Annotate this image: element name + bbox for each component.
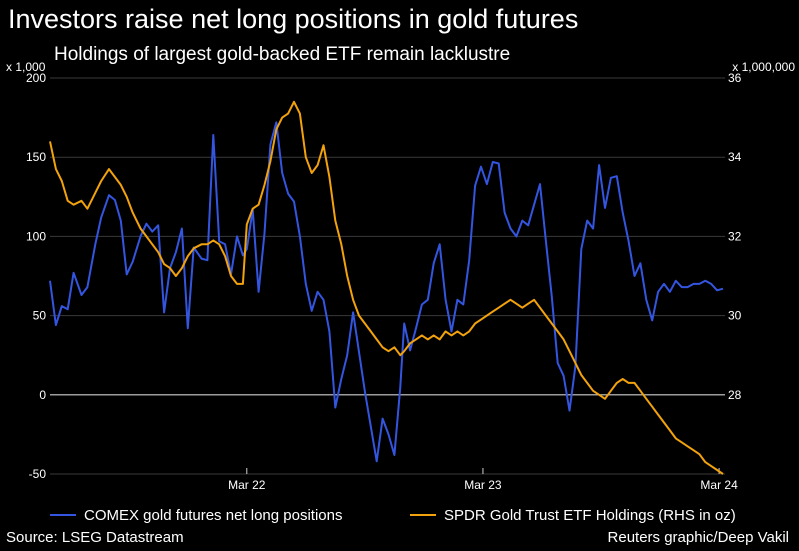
right-tick-label: 34 [728,150,742,164]
right-tick-label: 32 [728,229,742,243]
left-tick-label: 50 [33,309,47,323]
left-tick-label: 200 [26,71,46,85]
series-line-comex [49,121,724,463]
left-tick-label: 100 [26,229,46,243]
chart-subtitle: Holdings of largest gold-backed ETF rema… [54,44,511,65]
x-tick-label: Mar 24 [700,478,738,492]
legend-item-spdr: SPDR Gold Trust ETF Holdings (RHS in oz) [410,506,736,524]
right-axis-unit: x 1,000,000 [732,60,795,74]
left-tick-label: 0 [39,388,46,402]
legend-label-comex: COMEX gold futures net long positions [84,506,343,524]
right-tick-label: 36 [728,71,742,85]
legend-swatch-comex [50,514,76,516]
series-line-spdr [49,100,724,475]
left-tick-label: -50 [29,467,47,481]
credit-note: Reuters graphic/Deep Vakil [607,529,789,546]
legend-label-spdr: SPDR Gold Trust ETF Holdings (RHS in oz) [444,506,736,524]
source-note: Source: LSEG Datastream [6,529,184,546]
x-tick-label: Mar 22 [228,478,266,492]
left-tick-label: 150 [26,150,46,164]
chart-title: Investors raise net long positions in go… [8,4,579,34]
legend-swatch-spdr [410,514,436,516]
right-tick-label: 28 [728,388,742,402]
x-tick-label: Mar 23 [464,478,502,492]
left-axis-unit: x 1,000 [6,60,46,74]
right-tick-label: 30 [728,309,742,323]
legend-item-comex: COMEX gold futures net long positions [50,506,342,524]
